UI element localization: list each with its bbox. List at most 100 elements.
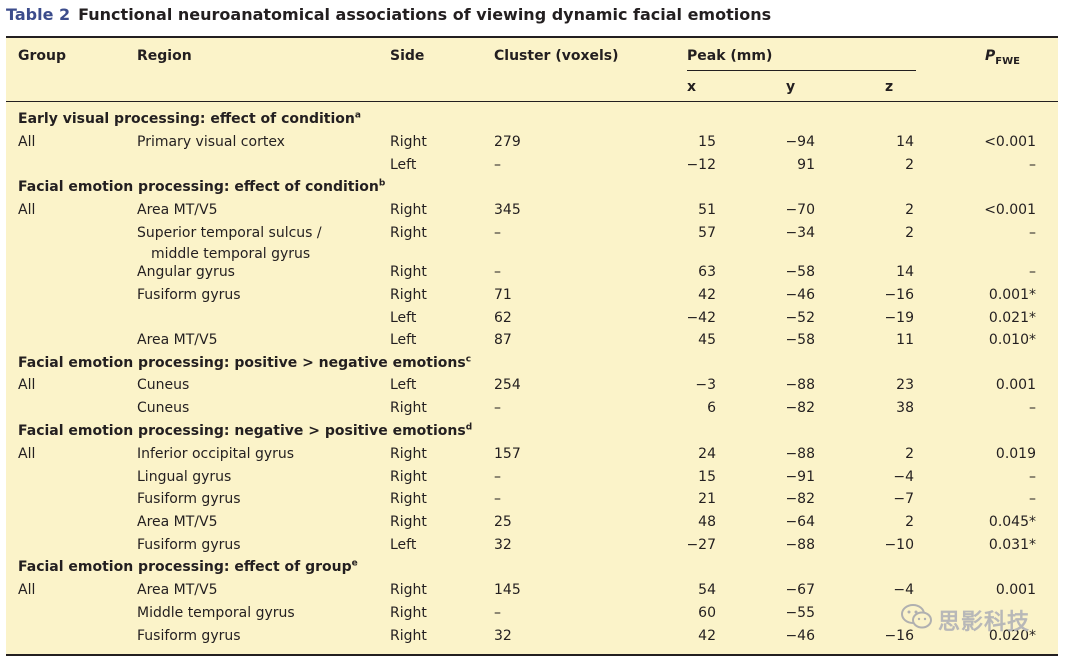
cell-x: 51 <box>698 202 716 218</box>
cell-p: 0.045* <box>988 514 1036 530</box>
cell-z: 38 <box>896 400 914 416</box>
col-header-p: PFWE <box>985 47 1020 71</box>
cell-cluster: – <box>494 225 501 241</box>
top-rule <box>6 36 1058 38</box>
cell-y: −88 <box>785 446 815 462</box>
cell-z: 2 <box>905 225 914 241</box>
cell-side: Right <box>390 514 427 530</box>
cell-x: 60 <box>698 605 716 621</box>
cell-side: Right <box>390 264 427 280</box>
cell-region: Primary visual cortex <box>137 134 285 150</box>
cell-y: 91 <box>797 157 815 173</box>
cell-cluster: 157 <box>494 446 521 462</box>
cell-cluster: 32 <box>494 628 512 644</box>
cell-z: 2 <box>905 202 914 218</box>
cell-cluster: 145 <box>494 582 521 598</box>
cell-region: Area MT/V5 <box>137 202 218 218</box>
cell-side: Right <box>390 469 427 485</box>
cell-region: Fusiform gyrus <box>137 491 241 507</box>
cell-cluster: – <box>494 491 501 507</box>
cell-z: 14 <box>896 134 914 150</box>
cell-p: 0.021* <box>988 310 1036 326</box>
cell-z: −4 <box>893 582 914 598</box>
cell-p: 0.031* <box>988 537 1036 553</box>
cell-x: −42 <box>686 310 716 326</box>
cell-side: Left <box>390 310 417 326</box>
cell-p: 0.020* <box>988 628 1036 644</box>
cell-p: – <box>1029 157 1036 173</box>
section-heading: Facial emotion processing: negative > po… <box>18 422 472 440</box>
cell-region: Fusiform gyrus <box>137 537 241 553</box>
cell-side: Right <box>390 202 427 218</box>
cell-side: Left <box>390 332 417 348</box>
cell-side: Right <box>390 287 427 303</box>
cell-p: – <box>1029 225 1036 241</box>
cell-region: Area MT/V5 <box>137 582 218 598</box>
section-heading: Facial emotion processing: positive > ne… <box>18 354 471 372</box>
cell-cluster: – <box>494 400 501 416</box>
cell-side: Left <box>390 157 417 173</box>
cell-x: −27 <box>686 537 716 553</box>
section-heading: Facial emotion processing: effect of gro… <box>18 558 358 576</box>
cell-region: Middle temporal gyrus <box>137 605 295 621</box>
cell-cluster: 62 <box>494 310 512 326</box>
cell-p: – <box>1029 400 1036 416</box>
section-footnote-mark: b <box>378 178 386 189</box>
cell-y: −58 <box>785 264 815 280</box>
cell-cluster: 345 <box>494 202 521 218</box>
cell-cluster: – <box>494 469 501 485</box>
cell-z: 23 <box>896 377 914 393</box>
cell-side: Right <box>390 628 427 644</box>
cell-side: Left <box>390 377 417 393</box>
cell-x: 15 <box>698 134 716 150</box>
cell-y: −88 <box>785 377 815 393</box>
section-title: Early visual processing: effect of condi… <box>18 111 355 127</box>
cell-p: – <box>1029 491 1036 507</box>
cell-y: −34 <box>785 225 815 241</box>
cell-y: −67 <box>785 582 815 598</box>
cell-region: Fusiform gyrus <box>137 628 241 644</box>
section-title: Facial emotion processing: effect of con… <box>18 179 379 195</box>
cell-cluster: 254 <box>494 377 521 393</box>
cell-side: Right <box>390 491 427 507</box>
col-header-z: z <box>885 79 894 95</box>
cell-z: −19 <box>884 310 914 326</box>
cell-y: −58 <box>785 332 815 348</box>
col-header-region: Region <box>137 48 192 64</box>
col-header-side: Side <box>390 48 425 64</box>
cell-y: −46 <box>785 628 815 644</box>
cell-y: −94 <box>785 134 815 150</box>
col-header-y: y <box>786 79 796 95</box>
cell-cluster: – <box>494 157 501 173</box>
cell-z: −4 <box>893 469 914 485</box>
col-header-x: x <box>687 79 697 95</box>
table-panel <box>6 37 1058 655</box>
cell-side: Right <box>390 582 427 598</box>
cell-z: −16 <box>884 287 914 303</box>
cell-region: Inferior occipital gyrus <box>137 446 295 462</box>
cell-p: <0.001 <box>984 134 1036 150</box>
cell-z: −10 <box>884 537 914 553</box>
cell-p: – <box>1029 469 1036 485</box>
peak-rule <box>687 70 916 71</box>
cell-p: 0.001 <box>995 377 1036 393</box>
header-rule <box>6 101 1058 102</box>
cell-x: 21 <box>698 491 716 507</box>
cell-y: −70 <box>785 202 815 218</box>
watermark: 思影科技 <box>900 600 1060 640</box>
section-title: Facial emotion processing: positive > ne… <box>18 355 466 371</box>
cell-y: −82 <box>785 491 815 507</box>
section-heading: Early visual processing: effect of condi… <box>18 110 361 128</box>
cell-region: Cuneus <box>137 400 190 416</box>
cell-cluster: 87 <box>494 332 512 348</box>
cell-x: −3 <box>695 377 716 393</box>
cell-group: All <box>18 202 36 218</box>
cell-p: <0.001 <box>984 202 1036 218</box>
cell-y: −52 <box>785 310 815 326</box>
cell-y: −91 <box>785 469 815 485</box>
cell-y: −46 <box>785 287 815 303</box>
section-title: Facial emotion processing: negative > po… <box>18 423 466 439</box>
cell-p: 0.001* <box>988 287 1036 303</box>
cell-x: 45 <box>698 332 716 348</box>
watermark-text: 思影科技 <box>938 610 1031 635</box>
